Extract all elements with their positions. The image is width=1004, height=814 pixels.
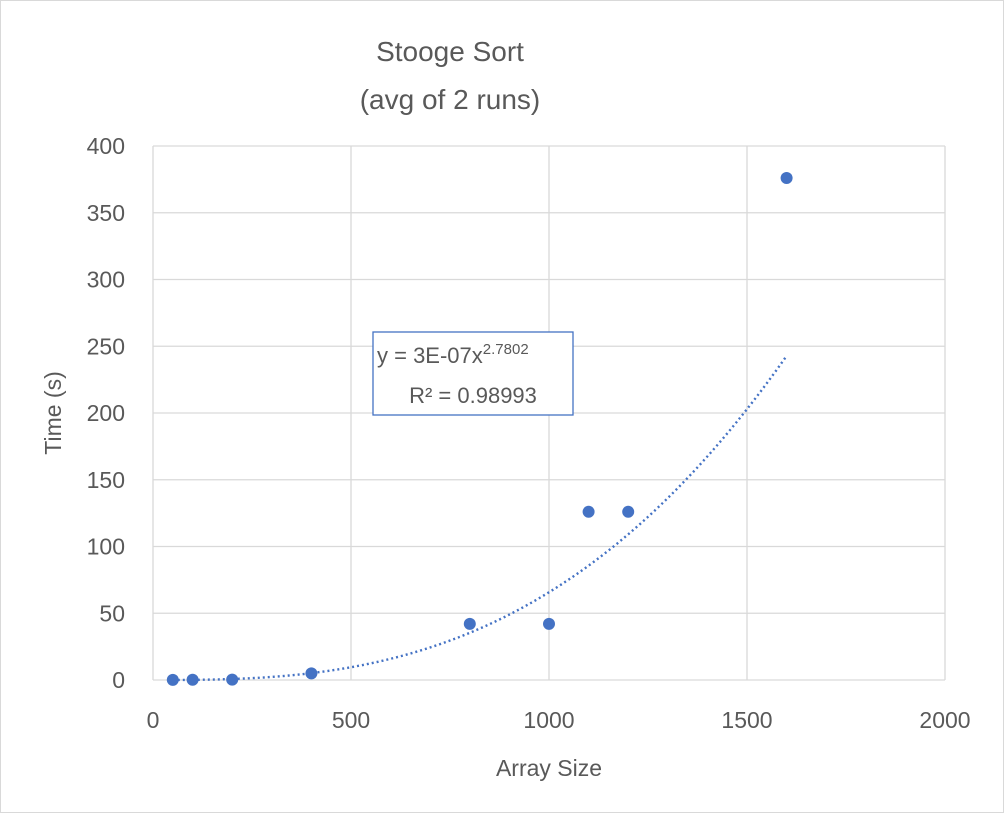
data-point	[780, 172, 793, 185]
y-axis-label: Time (s)	[40, 371, 66, 454]
equation-base: y = 3E-07x	[377, 343, 483, 368]
y-tick-label: 300	[87, 267, 125, 293]
data-point	[226, 673, 239, 686]
y-tick-label: 200	[87, 400, 125, 426]
y-tick-label: 100	[87, 534, 125, 560]
y-tick-label: 50	[99, 600, 125, 626]
data-point	[186, 673, 199, 686]
x-tick-label: 500	[332, 707, 370, 733]
y-tick-label: 250	[87, 333, 125, 359]
data-point	[582, 505, 595, 518]
y-tick-label: 400	[87, 133, 125, 159]
x-tick-label: 0	[147, 707, 160, 733]
x-tick-label: 2000	[919, 707, 970, 733]
x-axis-label: Array Size	[496, 755, 602, 781]
data-point	[305, 667, 318, 680]
chart-title-line-1: Stooge Sort	[376, 36, 524, 67]
data-point	[622, 505, 635, 518]
data-point	[166, 673, 179, 686]
r-squared-label: R² = 0.98993	[409, 383, 537, 408]
trendline-equation-box: y = 3E-07x2.7802 R² = 0.98993	[372, 331, 574, 416]
chart-title: Stooge Sort (avg of 2 runs)	[360, 36, 541, 115]
x-tick-label: 1000	[523, 707, 574, 733]
y-axis-tick-labels: 0 50 100 150 200 250 300 350 400	[87, 133, 125, 693]
trendline-equation: y = 3E-07x2.7802	[377, 341, 529, 368]
data-point	[463, 617, 476, 630]
data-point	[543, 617, 555, 630]
y-tick-label: 150	[87, 467, 125, 493]
x-tick-label: 1500	[721, 707, 772, 733]
y-tick-label: 0	[112, 667, 125, 693]
y-tick-label: 350	[87, 200, 125, 226]
data-points	[166, 172, 793, 686]
equation-exponent: 2.7802	[483, 341, 529, 358]
x-axis-tick-labels: 0 500 1000 1500 2000	[147, 707, 971, 733]
chart-title-line-2: (avg of 2 runs)	[360, 84, 541, 115]
equation-box-frame	[372, 331, 574, 416]
